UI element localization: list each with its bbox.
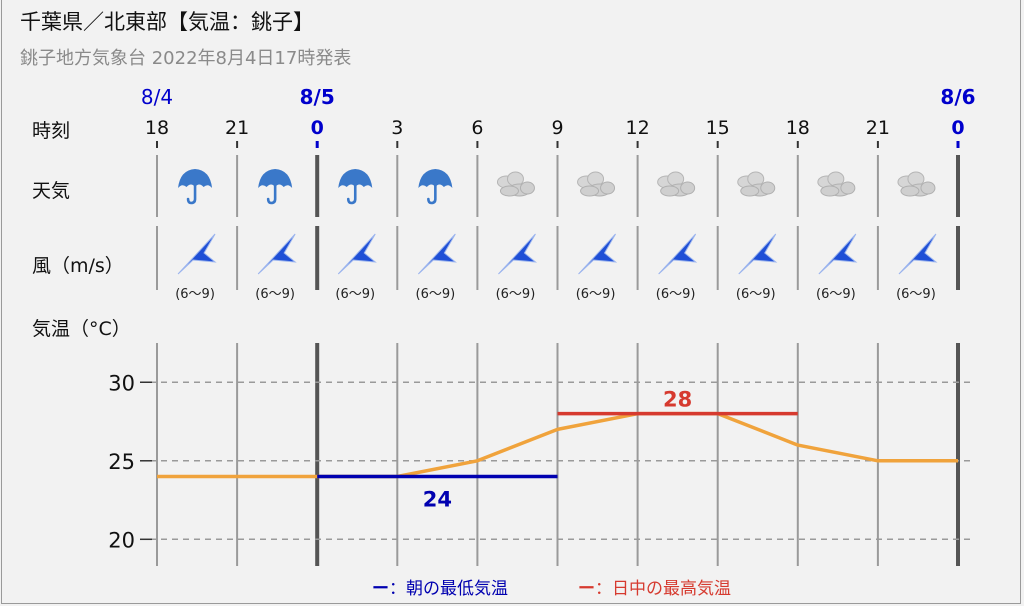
temp-row-label: 気温（°C）	[32, 318, 131, 340]
wind-arrow-icon	[498, 233, 538, 275]
wind-arrow-icon	[658, 233, 698, 275]
legend-max: ー：日中の最高気温	[578, 574, 731, 599]
wind-arrow-icon	[738, 233, 778, 275]
legend-min-swatch: ー	[372, 579, 389, 599]
wind-arrow-icon	[898, 233, 938, 275]
hour-label: 18	[145, 117, 169, 139]
legend-min: ー：朝の最低気温	[372, 574, 508, 599]
cloud-puff	[920, 181, 936, 195]
legend-max-swatch: ー	[578, 579, 595, 599]
cloud-icon	[737, 171, 776, 197]
hour-label: 15	[706, 117, 730, 139]
hour-label: 21	[225, 117, 249, 139]
y-tick-label: 30	[108, 371, 135, 395]
wind-arrow-icon	[337, 233, 377, 275]
wind-arrow-icon	[417, 233, 457, 275]
umbrella-canopy	[178, 169, 213, 188]
legend-max-label: ：日中の最高気温	[595, 579, 731, 599]
time-row-label: 時刻	[32, 120, 71, 142]
wind-arrow-icon	[257, 233, 297, 275]
wind-arrow-icon	[578, 233, 618, 275]
wind-arrow-icon	[177, 233, 217, 275]
wind-speed-label: (6〜9)	[496, 287, 536, 302]
date-label: 8/6	[940, 85, 975, 109]
cloud-icon	[817, 171, 856, 197]
cloud-puff	[820, 185, 840, 197]
umbrella-icon	[258, 169, 293, 205]
cloud-puff	[900, 185, 920, 197]
wind-speed-label: (6〜9)	[416, 287, 456, 302]
wind-speed-label: (6〜9)	[576, 287, 616, 302]
umbrella-handle	[186, 183, 197, 205]
umbrella-handle	[346, 183, 357, 205]
umbrella-icon	[418, 169, 453, 205]
hour-label: 9	[551, 117, 563, 139]
max-temp-label: 28	[663, 388, 692, 412]
date-label: 8/5	[300, 85, 335, 109]
cloud-puff	[680, 181, 696, 195]
hour-label: 0	[311, 117, 324, 139]
wind-speed-label: (6〜9)	[175, 287, 215, 302]
wind-speed-label: (6〜9)	[816, 287, 856, 302]
legend-min-label: ：朝の最低気温	[389, 579, 508, 599]
cloud-icon	[897, 171, 936, 197]
umbrella-handle	[427, 183, 437, 205]
weather-row-label: 天気	[32, 180, 71, 202]
hour-label: 12	[626, 117, 650, 139]
date-label: 8/4	[141, 85, 173, 109]
wind-speed-label: (6〜9)	[255, 287, 295, 302]
wind-speed-label: (6〜9)	[736, 287, 776, 302]
cloud-puff	[840, 181, 856, 195]
umbrella-canopy	[338, 169, 373, 188]
wind-speed-label: (6〜9)	[896, 287, 936, 302]
page-title: 千葉県／北東部【気温：銚子】	[20, 10, 314, 34]
hour-label: 6	[471, 117, 483, 139]
hour-label: 0	[951, 117, 964, 139]
umbrella-canopy	[258, 169, 293, 188]
wind-speed-label: (6〜9)	[335, 287, 375, 302]
cloud-puff	[660, 185, 680, 197]
wind-row-label: 風（m/s）	[32, 255, 124, 277]
umbrella-icon	[338, 169, 373, 205]
umbrella-handle	[266, 183, 277, 205]
hour-label: 21	[866, 117, 890, 139]
y-tick-label: 20	[108, 528, 135, 552]
cloud-puff	[580, 185, 600, 197]
cloud-puff	[600, 181, 616, 195]
cloud-icon	[577, 171, 616, 197]
cloud-puff	[740, 185, 760, 197]
wind-speed-label: (6〜9)	[656, 287, 696, 302]
hour-label: 18	[786, 117, 810, 139]
min-temp-label: 24	[423, 487, 452, 511]
cloud-puff	[499, 185, 519, 197]
y-tick-label: 25	[108, 450, 135, 474]
hour-label: 3	[391, 117, 403, 139]
page-subtitle: 銚子地方気象台 2022年8月4日17時発表	[20, 48, 352, 69]
wind-arrow-icon	[818, 233, 858, 275]
cloud-icon	[496, 171, 535, 197]
umbrella-icon	[178, 169, 213, 205]
cloud-puff	[760, 181, 776, 195]
cloud-puff	[519, 181, 535, 195]
umbrella-canopy	[418, 169, 453, 188]
cloud-icon	[657, 171, 696, 197]
